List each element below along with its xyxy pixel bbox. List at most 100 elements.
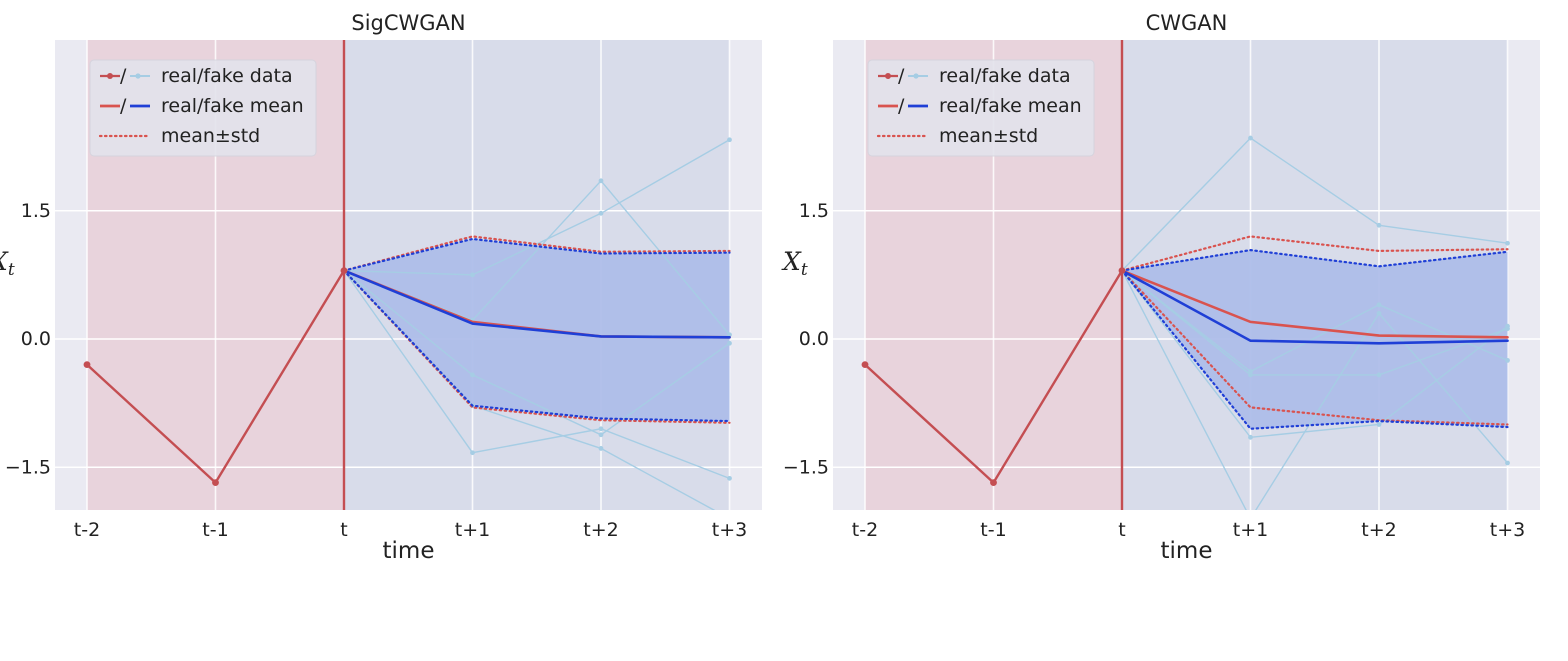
fake-lower-std-line — [342, 269, 731, 423]
legend-box — [89, 59, 317, 157]
legend-label: real/fake data — [161, 65, 293, 87]
fake-data-point — [598, 446, 604, 451]
y-axis-label-main: X — [781, 247, 802, 276]
fake-data-point — [470, 272, 475, 278]
fake-data-path-4 — [1121, 270, 1508, 439]
fake-data-point — [1376, 372, 1382, 378]
fake-data-point — [1248, 135, 1253, 141]
legend-real-data-marker — [107, 73, 113, 79]
legend-label: real/fake mean — [939, 95, 1082, 117]
plot-area — [861, 135, 1510, 510]
fake-mean-line — [1120, 269, 1509, 345]
y-tick-label: 0.0 — [21, 328, 51, 350]
real-upper-std-line — [342, 235, 731, 272]
plot-area — [83, 137, 732, 510]
x-tick-label: t+2 — [583, 519, 618, 541]
fake-upper-std-line — [342, 237, 731, 272]
x-tick-label: t-2 — [74, 519, 100, 541]
fake-data-path-1 — [343, 139, 730, 276]
y-axis-label-subscript: t — [8, 260, 15, 280]
x-axis-label: time — [383, 538, 435, 564]
x-tick-label: t+1 — [455, 519, 490, 541]
fake-data-point — [1376, 222, 1382, 228]
fake-data-point — [1248, 369, 1253, 374]
fake-data-path-1 — [1121, 137, 1508, 272]
legend-fake-data-marker — [913, 73, 919, 79]
fake-data-point — [1376, 422, 1382, 427]
fake-data-point — [1505, 240, 1510, 246]
real-lower-std-line — [342, 269, 731, 424]
fake-data-point — [727, 332, 732, 338]
y-axis-label-subscript: t — [801, 260, 808, 280]
x-tick-label: t-1 — [202, 519, 228, 541]
real-data-point — [990, 479, 997, 487]
y-axis-label: Xt — [0, 247, 15, 280]
legend-box — [867, 59, 1095, 157]
fake-data-point — [727, 475, 732, 481]
chart-title: CWGAN — [1146, 11, 1228, 35]
legend-slash: / — [120, 65, 127, 87]
fake-data-point — [1505, 323, 1510, 329]
legend-slash: / — [120, 95, 127, 117]
x-axis-label: time — [1161, 538, 1213, 564]
fake-data-point — [598, 178, 604, 184]
fake-data-point — [727, 340, 732, 346]
fake-data-point — [1505, 357, 1510, 363]
real-data-point — [861, 361, 869, 369]
y-tick-label: 1.5 — [21, 200, 51, 222]
x-tick-label: t+3 — [1490, 519, 1525, 541]
fake-data-point — [1376, 302, 1382, 308]
fake-lower-std-line — [1120, 269, 1509, 430]
real-data-point — [212, 479, 219, 487]
fake-data-point — [1248, 434, 1253, 440]
fake-data-point — [598, 426, 604, 432]
real-data-point — [83, 361, 91, 369]
y-axis-label: Xt — [781, 247, 808, 280]
legend-real-data-marker — [885, 73, 891, 79]
fake-data-point — [1505, 460, 1510, 466]
fake-upper-std-line — [1120, 248, 1509, 272]
real-upper-std-line — [1120, 235, 1509, 272]
x-tick-label: t — [340, 519, 347, 541]
fake-data-path-3 — [343, 270, 730, 436]
x-tick-label: t — [1118, 519, 1125, 541]
legend-label: real/fake data — [939, 65, 1071, 87]
real-mean-line — [1120, 269, 1509, 339]
legend-fake-data-marker — [135, 73, 141, 79]
x-tick-label: t-1 — [980, 519, 1006, 541]
legend-slash: / — [898, 95, 905, 117]
fake-data-point — [470, 450, 475, 456]
x-tick-label: t+2 — [1361, 519, 1396, 541]
fake-data-path-2 — [1121, 270, 1508, 373]
chart-title: SigCWGAN — [351, 11, 465, 35]
y-tick-label: 1.5 — [799, 200, 829, 222]
fake-data-point — [1376, 310, 1382, 316]
fake-data-path-5 — [343, 270, 716, 510]
fake-data-point — [598, 432, 604, 438]
real-lower-std-line — [1120, 269, 1509, 426]
chart-panel-2: CWGAN t-2 t-1 t t+1 t+2 t+3 −1.5 0.0 1.5 time Xt / / r… — [781, 11, 1540, 564]
fake-data-path-3 — [1121, 270, 1508, 376]
y-tick-label: −1.5 — [783, 456, 829, 478]
legend: / / real/fake data real/fake mean mean±std — [89, 59, 317, 157]
x-tick-label: t-2 — [852, 519, 878, 541]
fake-data-point — [727, 137, 732, 143]
legend-slash: / — [898, 65, 905, 87]
fake-data-point — [598, 210, 604, 216]
y-axis-label-main: X — [0, 247, 9, 276]
fake-data-path-4 — [343, 270, 730, 480]
fake-data-path-5 — [1121, 270, 1509, 510]
fake-std-band — [1122, 250, 1508, 429]
x-tick-label: t+3 — [712, 519, 747, 541]
fake-data-point — [470, 372, 475, 378]
fake-mean-line — [342, 269, 731, 339]
legend-label: mean±std — [161, 125, 260, 147]
legend-label: mean±std — [939, 125, 1038, 147]
chart-panel-1: SigCWGAN t-2 t-1 t t+1 t+2 t+3 −1.5 0.0 1.5 time Xt… — [0, 11, 762, 564]
y-tick-label: 0.0 — [799, 328, 829, 350]
fake-data-point — [1248, 372, 1253, 378]
x-tick-label: t+1 — [1233, 519, 1268, 541]
legend: / / real/fake data real/fake mean mean±std — [867, 59, 1095, 157]
y-tick-label: −1.5 — [5, 456, 51, 478]
